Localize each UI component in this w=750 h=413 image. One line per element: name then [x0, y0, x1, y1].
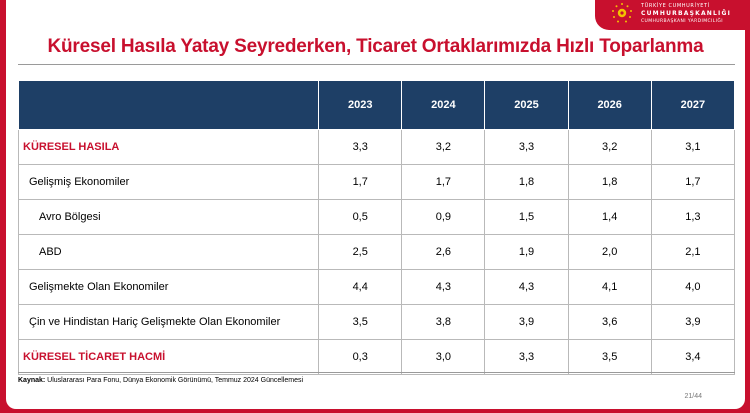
table-cell: 3,2 [401, 129, 486, 165]
column-header: 2026 [567, 80, 652, 130]
table-cell: 3,9 [650, 304, 736, 340]
forecast-table: 2023 2024 2025 2026 2027 KÜRESEL HASILA … [17, 80, 736, 375]
row-label: ABD [17, 234, 320, 270]
logo-text: TÜRKİYE CUMHURİYETİ CUMHURBAŞKANLIĞI CUM… [641, 4, 731, 25]
table-header-row: 2023 2024 2025 2026 2027 [17, 80, 736, 130]
row-label: Avro Bölgesi [17, 199, 320, 235]
bottom-divider [18, 372, 735, 373]
source-label: Kaynak: [18, 377, 46, 384]
table-cell: 3,1 [650, 129, 736, 165]
table-cell: 3,3 [484, 129, 569, 165]
presidential-seal-icon [612, 3, 632, 23]
table-cell: 2,0 [567, 234, 652, 270]
table-cell: 3,3 [318, 129, 403, 165]
org-line3: CUMHURBAŞKANI YARDIMCILIĞI [641, 19, 724, 24]
row-label: Çin ve Hindistan Hariç Gelişmekte Olan E… [17, 304, 320, 340]
table-row: Çin ve Hindistan Hariç Gelişmekte Olan E… [17, 304, 736, 340]
table-cell: 1,5 [484, 199, 569, 235]
column-header: 2023 [318, 80, 403, 130]
page-title: Küresel Hasıla Yatay Seyrederken, Ticare… [47, 36, 704, 57]
table-cell: 3,8 [401, 304, 486, 340]
row-label: Gelişmekte Olan Ekonomiler [17, 269, 320, 305]
table-cell: 2,1 [650, 234, 736, 270]
table-cell: 1,9 [484, 234, 569, 270]
table-cell: 2,6 [401, 234, 486, 270]
table-cell: 0,9 [401, 199, 486, 235]
table-cell: 4,0 [650, 269, 736, 305]
table-cell: 4,1 [567, 269, 652, 305]
table-row: KÜRESEL TİCARET HACMİ 0,3 3,0 3,3 3,5 3,… [17, 339, 736, 375]
slide: TÜRKİYE CUMHURİYETİ CUMHURBAŞKANLIĞI CUM… [6, 0, 745, 409]
column-header: 2025 [484, 80, 569, 130]
table-row: ABD 2,5 2,6 1,9 2,0 2,1 [17, 234, 736, 270]
table-cell: 3,3 [484, 339, 569, 375]
table-cell: 1,8 [484, 164, 569, 200]
table-row: Gelişmekte Olan Ekonomiler 4,4 4,3 4,3 4… [17, 269, 736, 305]
table-cell: 3,9 [484, 304, 569, 340]
column-header [17, 80, 320, 130]
table-cell: 1,4 [567, 199, 652, 235]
table-cell: 2,5 [318, 234, 403, 270]
table-cell: 3,0 [401, 339, 486, 375]
table-cell: 4,3 [401, 269, 486, 305]
source-text: Uluslararası Para Fonu, Dünya Ekonomik G… [45, 377, 304, 384]
top-divider [18, 64, 735, 65]
org-line1: TÜRKİYE CUMHURİYETİ [641, 3, 710, 9]
column-header: 2027 [650, 80, 736, 130]
table-cell: 4,3 [484, 269, 569, 305]
logo-tab: TÜRKİYE CUMHURİYETİ CUMHURBAŞKANLIĞI CUM… [595, 0, 745, 30]
row-label: KÜRESEL TİCARET HACMİ [17, 339, 320, 375]
table-cell: 1,7 [650, 164, 736, 200]
row-label: Gelişmiş Ekonomiler [17, 164, 320, 200]
table-cell: 3,5 [318, 304, 403, 340]
column-header: 2024 [401, 80, 486, 130]
table-cell: 3,4 [650, 339, 736, 375]
table-row: Avro Bölgesi 0,5 0,9 1,5 1,4 1,3 [17, 199, 736, 235]
table-cell: 3,5 [567, 339, 652, 375]
table-cell: 0,5 [318, 199, 403, 235]
table-cell: 3,6 [567, 304, 652, 340]
row-label: KÜRESEL HASILA [17, 129, 320, 165]
table-row: Gelişmiş Ekonomiler 1,7 1,7 1,8 1,8 1,7 [17, 164, 736, 200]
table-cell: 1,7 [401, 164, 486, 200]
table-cell: 1,8 [567, 164, 652, 200]
org-line2: CUMHURBAŞKANLIĞI [641, 10, 732, 17]
page-number: 21/44 [684, 393, 702, 400]
source-note: Kaynak: Uluslararası Para Fonu, Dünya Ek… [18, 377, 303, 384]
table-row: KÜRESEL HASILA 3,3 3,2 3,3 3,2 3,1 [17, 129, 736, 165]
table-cell: 4,4 [318, 269, 403, 305]
table-cell: 0,3 [318, 339, 403, 375]
table-cell: 3,2 [567, 129, 652, 165]
table-cell: 1,7 [318, 164, 403, 200]
table-cell: 1,3 [650, 199, 736, 235]
